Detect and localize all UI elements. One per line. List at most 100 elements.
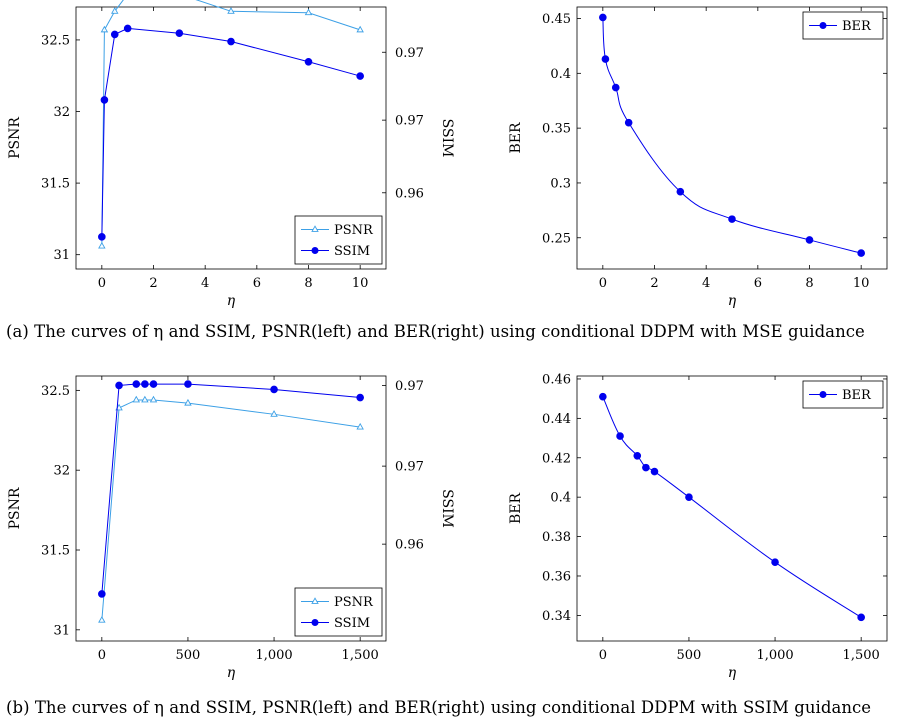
- x-tick-label: 1,500: [342, 648, 379, 663]
- y-tick-label: 0.4: [550, 67, 571, 82]
- y-tick-label: 32.5: [41, 33, 70, 48]
- x-axis-label: η: [227, 293, 236, 309]
- data-point: [616, 432, 624, 440]
- y-axis-label: PSNR: [7, 487, 23, 529]
- x-tick-label: 0: [98, 648, 106, 663]
- x-axis-label: η: [227, 665, 236, 681]
- legend-label: BER: [842, 388, 872, 403]
- y2-tick-label: 0.96: [395, 538, 424, 553]
- y2-tick-label: 0.97: [395, 460, 424, 475]
- data-point: [132, 395, 141, 403]
- series-line: [101, 0, 361, 247]
- series-psnr: [98, 0, 364, 249]
- data-point: [857, 613, 865, 622]
- data-point: [356, 393, 364, 402]
- x-tick-label: 10: [853, 276, 870, 291]
- data-point: [304, 8, 313, 16]
- series-ber: [599, 13, 865, 257]
- y-tick-label: 0.38: [542, 530, 571, 545]
- y2-tick-label: 0.97: [395, 46, 424, 61]
- x-tick-label: 1,000: [255, 648, 292, 663]
- chart-a-right: 0 2 4 6 8 10 0.25 0.3 0.35 0.4 0.45 η BER BER: [508, 6, 888, 309]
- y-tick-label: 0.25: [542, 231, 571, 246]
- legend-label: SSIM: [334, 616, 370, 631]
- x-tick-label: 0: [98, 276, 106, 291]
- legend-marker: [311, 619, 319, 626]
- data-point: [149, 380, 158, 388]
- legend-marker: [819, 22, 827, 29]
- y-tick-label: 32: [53, 105, 70, 120]
- axes-frame: [576, 375, 888, 642]
- data-point: [728, 215, 736, 223]
- x-tick-label: 0: [599, 648, 607, 663]
- series-line: [101, 399, 361, 621]
- y-tick-label: 0.3: [550, 176, 571, 191]
- legend-box: [294, 215, 383, 265]
- x-tick-label: 500: [176, 648, 201, 663]
- chart-a-left: 0 2 4 6 8 10 31 31.5 32 32.5 0.96 0.97 0.97 SSIM η PSNR…: [7, 0, 455, 309]
- legend-label: SSIM: [334, 244, 370, 259]
- data-point: [611, 83, 620, 92]
- y-tick-label: 0.45: [542, 12, 571, 27]
- x-axis-label: η: [728, 293, 737, 309]
- y-tick-label: 0.34: [542, 609, 571, 624]
- data-point: [270, 410, 278, 417]
- data-point: [650, 467, 659, 476]
- y-axis-label: PSNR: [7, 117, 23, 159]
- y-axis-label: BER: [508, 122, 524, 154]
- data-point: [676, 187, 685, 196]
- x-tick-label: 1,000: [756, 648, 793, 663]
- data-point: [857, 249, 865, 257]
- data-point: [642, 463, 650, 472]
- data-point: [356, 422, 364, 430]
- y-tick-label: 0.36: [542, 569, 571, 584]
- data-point: [599, 392, 607, 401]
- legend-label: PSNR: [334, 595, 374, 610]
- series-line: [101, 27, 361, 237]
- y-tick-label: 0.42: [542, 451, 571, 466]
- caption-a: (a) The curves of η and SSIM, PSNR(left)…: [6, 322, 865, 341]
- data-point: [805, 236, 814, 244]
- y-tick-label: 31.5: [41, 177, 70, 192]
- legend: BER: [802, 11, 884, 40]
- series-ber: [599, 392, 865, 622]
- data-point: [110, 30, 119, 39]
- x-tick-label: 1,500: [843, 648, 880, 663]
- y-tick-label: 32: [53, 464, 70, 479]
- chart-b-right: 0 500 1,000 1,500 0.34 0.36 0.38 0.4 0.42 0.44 0.4…: [508, 372, 888, 681]
- caption-b: (b) The curves of η and SSIM, PSNR(left)…: [6, 698, 872, 717]
- data-point: [633, 451, 642, 460]
- data-point: [771, 558, 779, 566]
- y2-tick-label: 0.96: [395, 186, 424, 201]
- legend: PSNR SSIM: [294, 215, 383, 265]
- y-tick-label: 31: [53, 248, 70, 263]
- x-tick-label: 4: [702, 276, 710, 291]
- data-point: [356, 72, 364, 80]
- data-point: [98, 616, 106, 623]
- x-tick-label: 8: [805, 276, 813, 291]
- legend-marker: [819, 391, 827, 398]
- x-axis-label: η: [728, 665, 737, 681]
- x-tick-label: 6: [754, 276, 762, 291]
- data-point: [227, 7, 235, 14]
- data-point: [123, 24, 132, 33]
- axes-frame: [75, 6, 387, 270]
- y2-axis-label: SSIM: [439, 489, 455, 528]
- x-tick-label: 10: [352, 276, 369, 291]
- series-line: [101, 383, 361, 594]
- data-point: [227, 37, 235, 46]
- x-tick-label: 8: [304, 276, 312, 291]
- y2-tick-label: 0.97: [395, 379, 424, 394]
- legend-marker: [311, 247, 319, 254]
- data-point: [149, 395, 158, 403]
- axes-frame: [576, 6, 888, 270]
- y2-axis-label: SSIM: [439, 119, 455, 158]
- legend: BER: [802, 380, 884, 409]
- data-point: [624, 118, 633, 127]
- data-point: [601, 55, 610, 63]
- data-point: [98, 241, 106, 249]
- legend-box: [294, 587, 383, 637]
- legend-marker: [311, 225, 319, 232]
- data-point: [304, 57, 313, 66]
- data-point: [98, 233, 106, 241]
